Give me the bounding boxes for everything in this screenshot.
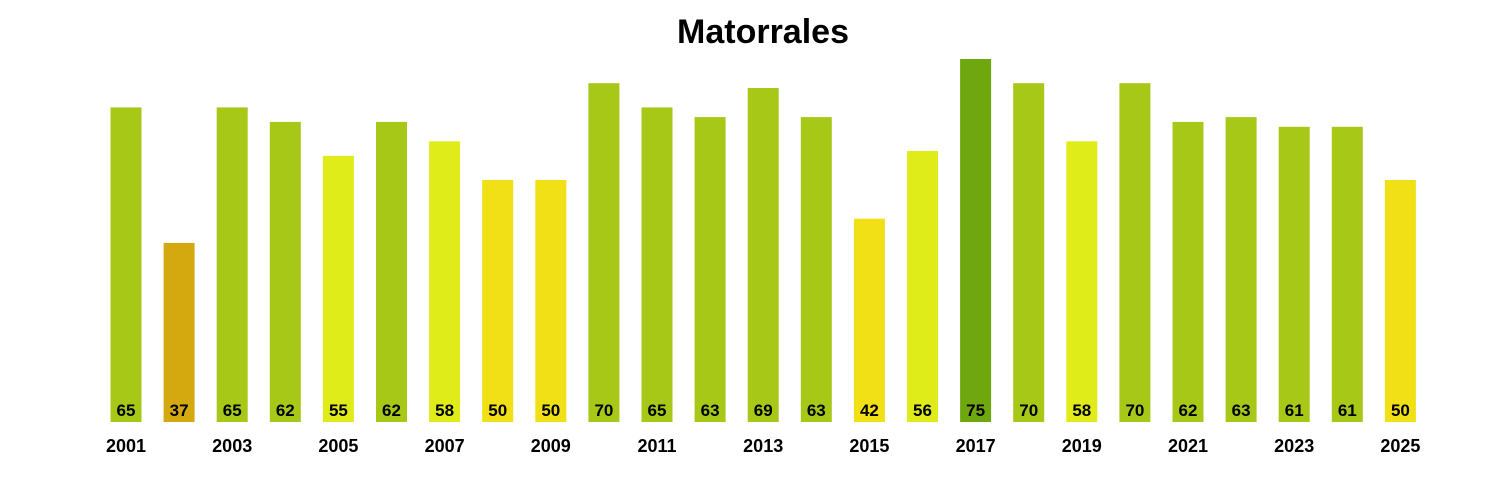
data-label-2014: 63 bbox=[807, 401, 826, 420]
x-tick-label-2005: 2005 bbox=[318, 436, 358, 456]
bar-2024 bbox=[1331, 126, 1363, 423]
x-tick-labels-group: 2001 2003 2005 2007 2009 2011 2013 2015 2017 2019… bbox=[106, 436, 1420, 456]
x-tick-label-2013: 2013 bbox=[743, 436, 783, 456]
bar-2013 bbox=[747, 88, 779, 422]
bar-2008 bbox=[482, 180, 514, 422]
data-label-2009: 50 bbox=[541, 401, 560, 420]
x-tick-label-2019: 2019 bbox=[1062, 436, 1102, 456]
x-tick-label-2021: 2021 bbox=[1168, 436, 1208, 456]
bars-group bbox=[110, 59, 1416, 423]
bar-2003 bbox=[216, 107, 248, 423]
bar-2007 bbox=[429, 141, 461, 423]
data-label-2024: 61 bbox=[1338, 401, 1357, 420]
bar-2009 bbox=[535, 180, 567, 422]
bar-2025 bbox=[1384, 180, 1416, 422]
bar-2020 bbox=[1119, 83, 1151, 422]
bar-2001 bbox=[110, 107, 142, 423]
data-label-2022: 63 bbox=[1232, 401, 1251, 420]
bar-2017 bbox=[960, 59, 992, 422]
bar-2006 bbox=[376, 121, 407, 423]
data-label-2003: 65 bbox=[223, 401, 242, 420]
data-label-2021: 62 bbox=[1179, 401, 1198, 420]
bar-2005 bbox=[322, 155, 354, 423]
bar-2016 bbox=[907, 151, 938, 422]
bar-2019 bbox=[1066, 141, 1098, 423]
bar-2002 bbox=[163, 242, 195, 422]
data-label-2010: 70 bbox=[594, 401, 613, 420]
bar-2010 bbox=[588, 83, 620, 422]
data-label-2019: 58 bbox=[1072, 401, 1091, 420]
data-label-2008: 50 bbox=[488, 401, 507, 420]
data-label-2011: 65 bbox=[648, 401, 667, 420]
bar-2014 bbox=[800, 117, 832, 422]
data-label-2012: 63 bbox=[701, 401, 720, 420]
data-label-2015: 42 bbox=[860, 401, 879, 420]
data-label-2002: 37 bbox=[170, 401, 189, 420]
data-label-2004: 62 bbox=[276, 401, 295, 420]
bar-2023 bbox=[1278, 126, 1310, 423]
bar-2021 bbox=[1172, 121, 1204, 423]
data-label-2025: 50 bbox=[1391, 401, 1410, 420]
x-tick-label-2025: 2025 bbox=[1380, 436, 1420, 456]
x-tick-label-2003: 2003 bbox=[212, 436, 252, 456]
data-labels-group: 65 37 65 62 55 62 58 50 50 70 65 63 69 63 42 56 75 70 58 70… bbox=[117, 401, 1410, 420]
bar-2011 bbox=[641, 107, 673, 423]
x-tick-label-2009: 2009 bbox=[531, 436, 571, 456]
bar-2004 bbox=[269, 121, 301, 423]
x-tick-label-2011: 2011 bbox=[637, 436, 676, 456]
data-label-2001: 65 bbox=[117, 401, 136, 420]
bar-2022 bbox=[1225, 117, 1257, 422]
bar-2018 bbox=[1013, 83, 1045, 422]
data-label-2006: 62 bbox=[382, 401, 401, 420]
bar-2012 bbox=[694, 117, 726, 422]
chart-title: Matorrales bbox=[677, 13, 849, 51]
x-tick-label-2001: 2001 bbox=[106, 436, 146, 456]
data-label-2020: 70 bbox=[1125, 401, 1144, 420]
x-tick-label-2017: 2017 bbox=[956, 436, 996, 456]
data-label-2016: 56 bbox=[913, 401, 932, 420]
x-tick-label-2015: 2015 bbox=[849, 436, 889, 456]
data-label-2005: 55 bbox=[329, 401, 348, 420]
data-label-2018: 70 bbox=[1019, 401, 1038, 420]
data-label-2013: 69 bbox=[754, 401, 773, 420]
x-tick-label-2007: 2007 bbox=[425, 436, 465, 456]
data-label-2017: 75 bbox=[966, 401, 985, 420]
data-label-2023: 61 bbox=[1285, 401, 1304, 420]
bar-2015 bbox=[853, 218, 885, 422]
x-tick-label-2023: 2023 bbox=[1274, 436, 1314, 456]
data-label-2007: 58 bbox=[435, 401, 454, 420]
